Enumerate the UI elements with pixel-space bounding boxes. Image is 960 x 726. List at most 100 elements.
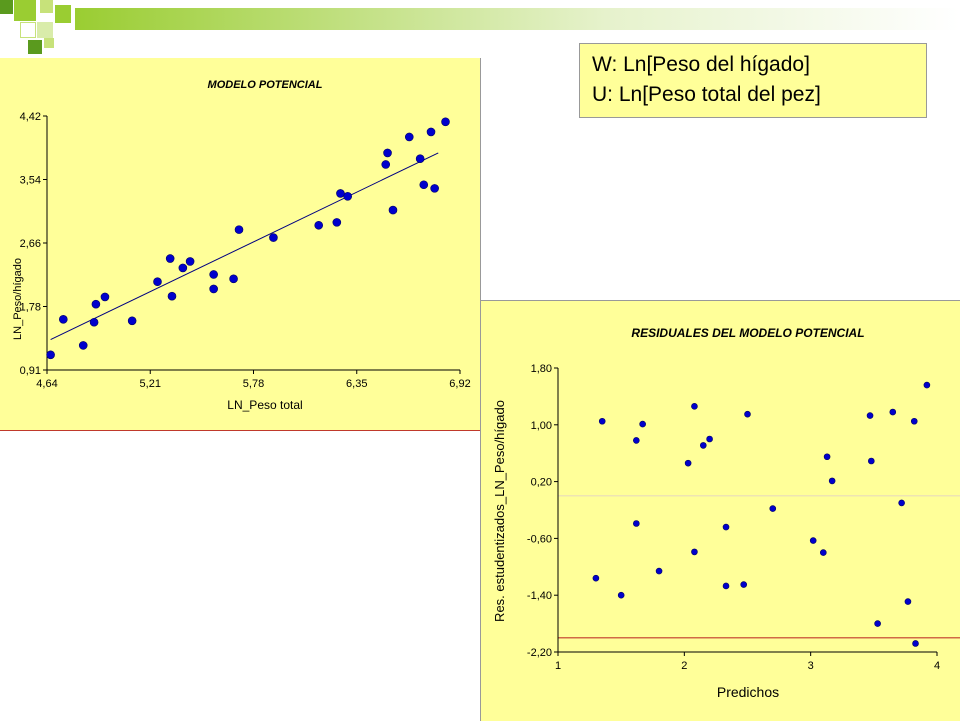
deco-square-1: [0, 0, 13, 14]
data-point: [46, 350, 55, 360]
data-point: [59, 315, 68, 324]
data-point: [819, 549, 827, 556]
data-point: [332, 218, 342, 227]
y-tick-label: 1,78: [20, 302, 41, 314]
x-tick-label: 3: [808, 660, 814, 672]
data-point: [415, 154, 425, 163]
x-tick-label: 1: [555, 660, 561, 672]
data-point: [923, 381, 931, 389]
data-point: [381, 160, 391, 169]
legend-line-u: U: Ln[Peso total del pez]: [592, 83, 821, 106]
chart1-xlabel: LN_Peso total: [227, 398, 302, 412]
data-point: [722, 523, 730, 531]
data-point: [684, 459, 692, 467]
data-point: [404, 132, 414, 142]
y-tick-label: 3,54: [20, 175, 41, 187]
data-point: [336, 189, 345, 198]
potential-model-panel: MODELO POTENCIAL 4,64 5,21 5,78 6,35 6,92 0,9…: [0, 58, 481, 431]
data-point: [167, 291, 177, 301]
chart2-ylabel: Res. estudentizados_LN_Peso/hígado: [492, 400, 507, 622]
data-point: [185, 257, 195, 266]
x-tick-label: 6,35: [346, 378, 367, 390]
data-point: [441, 117, 450, 127]
y-tick-label: 2,66: [20, 238, 41, 250]
data-point: [234, 225, 244, 234]
regression-line: [50, 152, 439, 341]
data-point: [383, 148, 392, 158]
data-point: [898, 499, 905, 507]
data-point: [722, 582, 730, 590]
y-tick-label: 1,00: [531, 420, 552, 432]
deco-square-3: [40, 0, 53, 13]
data-point: [343, 192, 352, 201]
data-point: [910, 417, 918, 425]
chart1-ylabel: LN_Peso/hígado: [12, 258, 24, 340]
data-point: [388, 205, 398, 215]
x-tick-label: 2: [681, 660, 687, 672]
data-point: [744, 410, 751, 418]
data-point: [127, 316, 137, 326]
data-point: [91, 299, 101, 309]
data-point: [592, 574, 600, 582]
chart2-xlabel: Predichos: [717, 684, 779, 700]
residuals-chart: RESIDUALES DEL MODELO POTENCIAL 1 2 3 4 -2,2…: [492, 326, 960, 700]
x-tick-label: 4: [934, 660, 940, 672]
data-point: [633, 520, 640, 527]
data-point: [426, 127, 436, 137]
data-point: [691, 403, 698, 410]
data-point: [229, 274, 238, 284]
data-point: [269, 233, 278, 242]
data-point: [639, 420, 646, 428]
data-point: [89, 317, 99, 327]
data-point: [866, 412, 874, 419]
chart2-title: RESIDUALES DEL MODELO POTENCIAL: [631, 326, 864, 340]
data-point: [706, 435, 713, 443]
residuals-panel: RESIDUALES DEL MODELO POTENCIAL 1 2 3 4 -2,2…: [480, 300, 960, 721]
data-point: [740, 581, 748, 588]
data-point: [691, 548, 698, 556]
data-point: [100, 292, 110, 302]
data-point: [419, 180, 429, 190]
y-tick-label: 4,42: [20, 111, 41, 123]
deco-square-6: [37, 22, 53, 38]
data-point: [430, 184, 439, 193]
deco-square-7: [28, 40, 42, 54]
y-tick-label: -0,60: [527, 533, 552, 545]
x-tick-label: 5,78: [243, 378, 264, 390]
y-tick-label: 1,80: [531, 363, 552, 375]
y-tick-label: 0,91: [20, 365, 41, 377]
data-point: [809, 537, 817, 544]
data-point: [699, 442, 707, 449]
data-point: [209, 270, 218, 279]
data-point: [655, 567, 663, 575]
top-gradient-bar: [75, 8, 960, 30]
y-tick-label: -1,40: [527, 590, 552, 602]
chart1-title: MODELO POTENCIAL: [208, 79, 323, 91]
data-point: [874, 620, 881, 627]
data-point: [598, 417, 606, 425]
data-point: [209, 284, 218, 294]
data-point: [828, 477, 836, 485]
data-point: [904, 598, 912, 605]
data-point: [912, 640, 919, 647]
x-tick-label: 6,92: [449, 378, 470, 390]
deco-square-4: [55, 5, 71, 23]
x-tick-label: 4,64: [36, 378, 57, 390]
deco-square-2: [14, 0, 36, 21]
data-point: [823, 453, 831, 461]
variable-legend: W: Ln[Peso del hígado] U: Ln[Peso total …: [579, 43, 927, 118]
data-point: [889, 408, 897, 416]
x-tick-label: 5,21: [140, 378, 161, 390]
y-tick-label: 0,20: [531, 477, 552, 489]
deco-square-8: [44, 38, 54, 48]
data-point: [617, 591, 625, 599]
data-point: [165, 254, 175, 263]
data-point: [78, 341, 88, 350]
data-point: [769, 505, 777, 512]
data-point: [868, 457, 875, 465]
legend-line-w: W: Ln[Peso del hígado]: [592, 53, 810, 76]
deco-square-5: [20, 22, 36, 38]
data-point: [178, 263, 188, 273]
y-tick-label: -2,20: [527, 647, 552, 659]
data-point: [153, 277, 162, 287]
